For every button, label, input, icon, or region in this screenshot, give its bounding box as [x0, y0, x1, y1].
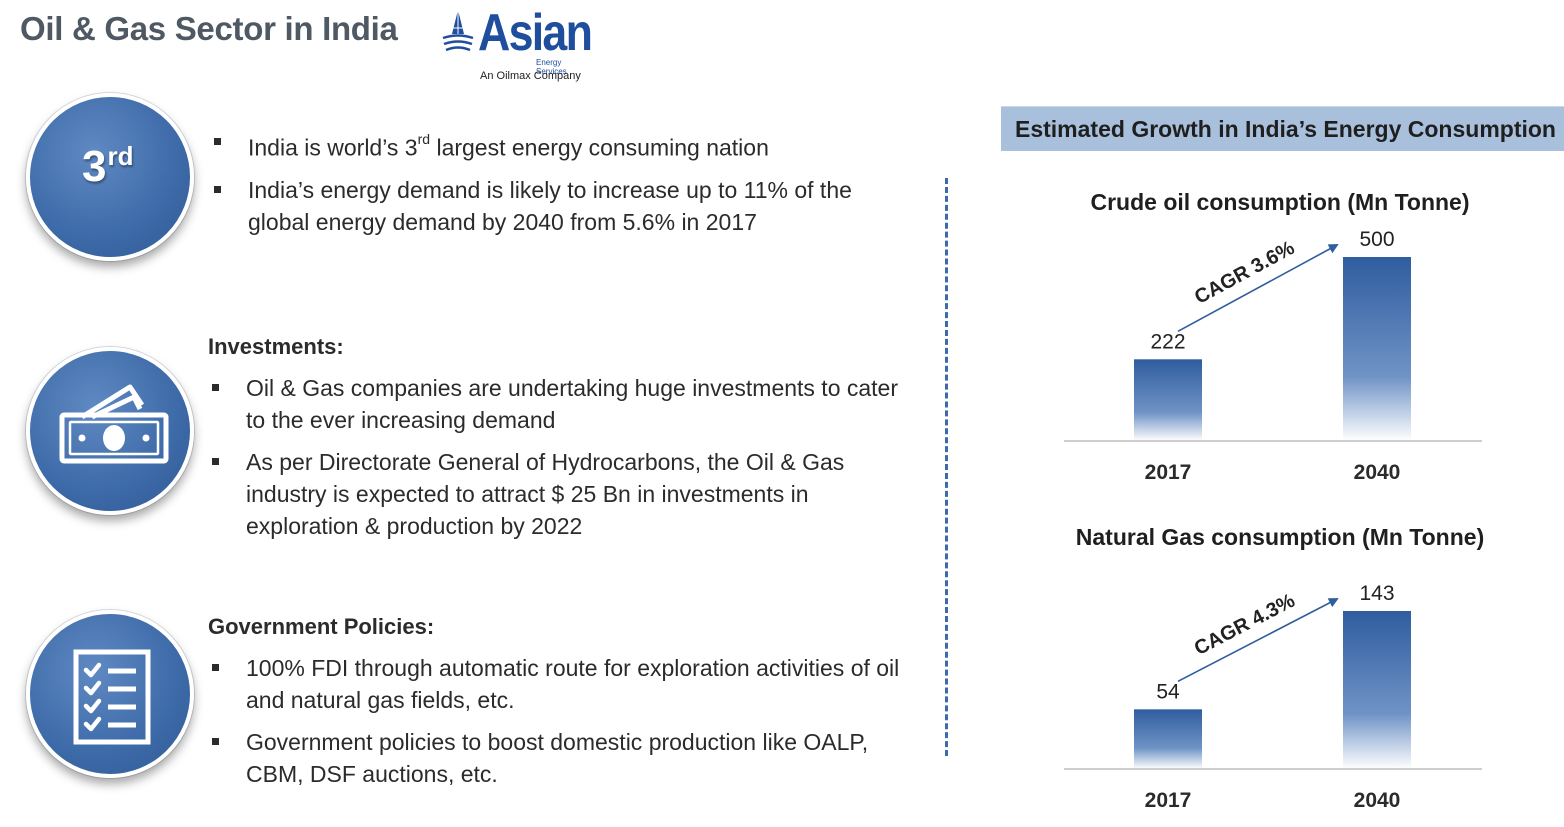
natural-gas-chart: Natural Gas consumption (Mn Tonne) 54 201…: [1040, 521, 1540, 821]
section1-bullets: India is world’s 3rd largest energy cons…: [210, 126, 910, 248]
logo-parent: An Oilmax Company: [480, 70, 581, 82]
bar-2017: [1134, 359, 1202, 441]
growth-banner: Estimated Growth in India’s Energy Consu…: [1001, 106, 1564, 151]
section3-bullet-2: Government policies to boost domestic pr…: [208, 726, 908, 790]
section1-bullet-2: India’s energy demand is likely to incre…: [210, 174, 910, 238]
crude-oil-chart-title: Crude oil consumption (Mn Tonne): [1090, 189, 1470, 215]
tick-label-2017: 2017: [1145, 461, 1192, 484]
section2-bullet-1: Oil & Gas companies are undertaking huge…: [208, 372, 908, 436]
cagr-annotation: CAGR 4.3%: [1191, 590, 1299, 660]
tick-label-2017: 2017: [1145, 789, 1192, 812]
investments-heading: Investments:: [208, 334, 344, 359]
data-label-2040: 500: [1359, 228, 1394, 251]
section3-bullets: 100% FDI through automatic route for exp…: [208, 652, 908, 800]
data-label-2040: 143: [1359, 582, 1394, 605]
page-title: Oil & Gas Sector in India: [20, 10, 398, 47]
logo-word: Asian: [478, 4, 593, 62]
section1-bullet-1: India is world’s 3rd largest energy cons…: [210, 126, 910, 164]
tick-label-2040: 2040: [1354, 789, 1401, 812]
cagr-arrow: [1177, 244, 1339, 333]
rank-badge-text: 3rd: [82, 141, 134, 191]
checklist-icon: [73, 649, 151, 745]
bar-2040: [1343, 611, 1411, 769]
rank-badge: 3rd: [26, 93, 194, 261]
section-divider: [945, 178, 948, 756]
policies-badge: [26, 610, 194, 778]
logo-tagline: Energy Services: [536, 58, 567, 76]
company-logo: Asian Energy Services An Oilmax Company: [440, 4, 593, 82]
money-icon: [59, 384, 169, 464]
crude-oil-chart: Crude oil consumption (Mn Tonne) 222 2017…: [1040, 186, 1540, 496]
data-label-2017: 54: [1156, 680, 1180, 703]
bar-2040: [1343, 257, 1411, 441]
cagr-annotation: CAGR 3.6%: [1191, 237, 1298, 309]
cagr-arrow: [1177, 598, 1339, 683]
investments-badge: [26, 347, 194, 515]
section2-bullet-2: As per Directorate General of Hydrocarbo…: [208, 446, 908, 542]
policies-heading: Government Policies:: [208, 614, 435, 639]
crude-oil-chart-plot: 222 2017 500 2040 CAGR 3.6%: [1064, 228, 1482, 484]
section3-bullet-1: 100% FDI through automatic route for exp…: [208, 652, 908, 716]
bar-2017: [1134, 709, 1202, 769]
natural-gas-chart-plot: 54 2017 143 2040 CAGR 4.3%: [1064, 582, 1482, 812]
natural-gas-chart-title: Natural Gas consumption (Mn Tonne): [1075, 524, 1485, 550]
growth-banner-text: Estimated Growth in India’s Energy Consu…: [1015, 116, 1556, 142]
tick-label-2040: 2040: [1354, 461, 1401, 484]
oil-rig-icon: [442, 10, 474, 52]
section2-bullets: Oil & Gas companies are undertaking huge…: [208, 372, 908, 552]
data-label-2017: 222: [1150, 330, 1185, 353]
